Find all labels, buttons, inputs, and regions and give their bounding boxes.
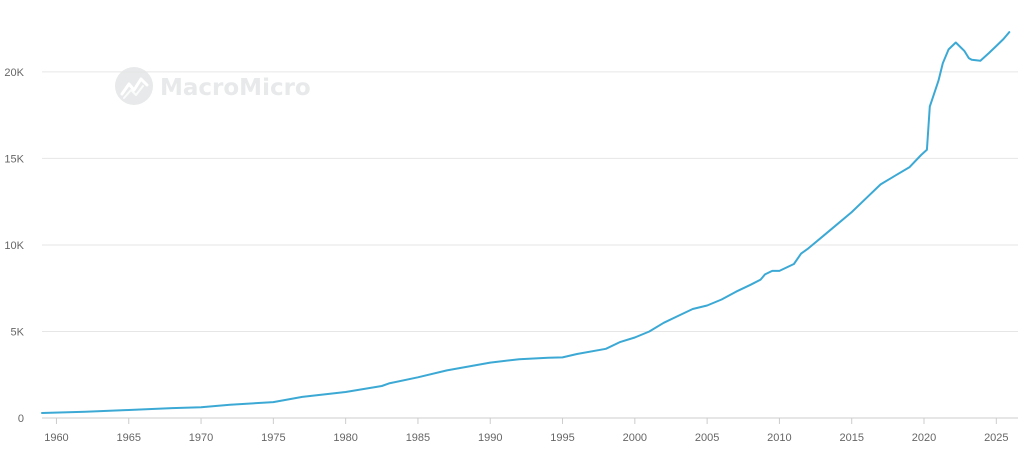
x-tick-label: 1980	[333, 432, 357, 444]
x-tick-label: 1995	[550, 432, 574, 444]
series-line	[41, 31, 1011, 414]
y-tick-label: 10K	[4, 240, 24, 252]
watermark-logo-mark	[120, 77, 149, 96]
x-tick-label: 2015	[839, 432, 863, 444]
y-tick-label: 0	[18, 413, 24, 425]
x-tick-label: 1965	[117, 432, 141, 444]
x-tick-label: 2000	[623, 432, 647, 444]
x-tick-label: 2020	[912, 432, 936, 444]
macromicro-watermark: MacroMicro	[115, 67, 311, 105]
y-axis: 0 5K 10K 15K 20K	[4, 67, 24, 425]
x-tick-label: 1970	[189, 432, 213, 444]
x-tick-label: 1975	[261, 432, 285, 444]
watermark-text: MacroMicro	[160, 75, 311, 101]
x-tick-label: 1985	[406, 432, 430, 444]
x-tick-label: 1990	[478, 432, 502, 444]
x-tick-label: 2010	[767, 432, 791, 444]
gridlines	[42, 71, 1018, 332]
watermark-logo-icon	[115, 67, 153, 105]
y-tick-label: 15K	[4, 153, 24, 165]
plot-area	[41, 31, 1011, 414]
x-tick-label: 2025	[984, 432, 1008, 444]
x-axis: 1960 1965 1970 1975 1980 1985 1990 1995 2000 2005…	[42, 417, 1018, 444]
x-tick-label: 2005	[695, 432, 719, 444]
y-tick-label: 20K	[4, 67, 24, 79]
x-tick-label: 1960	[44, 432, 68, 444]
y-tick-label: 5K	[11, 326, 25, 338]
watermark-logo-mark-2	[123, 85, 144, 99]
